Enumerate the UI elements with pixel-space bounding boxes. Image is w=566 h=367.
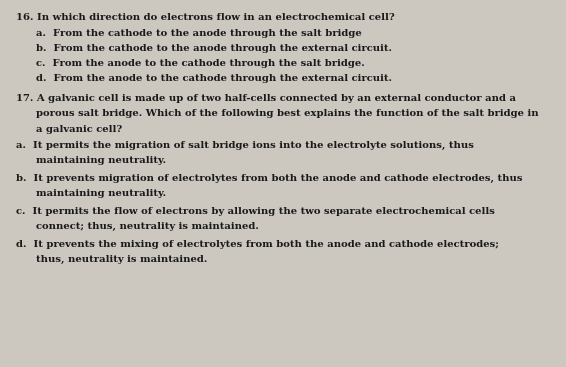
Text: a galvanic cell?: a galvanic cell? [36,124,122,134]
Text: d.  It prevents the mixing of electrolytes from both the anode and cathode elect: d. It prevents the mixing of electrolyte… [16,240,499,249]
Text: connect; thus, neutrality is maintained.: connect; thus, neutrality is maintained. [36,222,259,231]
Text: 17. A galvanic cell is made up of two half-cells connected by an external conduc: 17. A galvanic cell is made up of two ha… [16,94,516,103]
Text: a.  From the cathode to the anode through the salt bridge: a. From the cathode to the anode through… [36,29,362,38]
Text: d.  From the anode to the cathode through the external circuit.: d. From the anode to the cathode through… [36,74,392,83]
Text: c.  From the anode to the cathode through the salt bridge.: c. From the anode to the cathode through… [36,59,365,68]
Text: maintaining neutrality.: maintaining neutrality. [36,189,166,198]
Text: porous salt bridge. Which of the following best explains the function of the sal: porous salt bridge. Which of the followi… [36,109,539,119]
Text: maintaining neutrality.: maintaining neutrality. [36,156,166,165]
Text: a.  It permits the migration of salt bridge ions into the electrolyte solutions,: a. It permits the migration of salt brid… [16,141,474,150]
Text: b.  It prevents migration of electrolytes from both the anode and cathode electr: b. It prevents migration of electrolytes… [16,174,522,183]
Text: b.  From the cathode to the anode through the external circuit.: b. From the cathode to the anode through… [36,44,392,53]
Text: c.  It permits the flow of electrons by allowing the two separate electrochemica: c. It permits the flow of electrons by a… [16,207,495,216]
Text: thus, neutrality is maintained.: thus, neutrality is maintained. [36,255,208,265]
Text: 16. In which direction do electrons flow in an electrochemical cell?: 16. In which direction do electrons flow… [16,13,395,22]
